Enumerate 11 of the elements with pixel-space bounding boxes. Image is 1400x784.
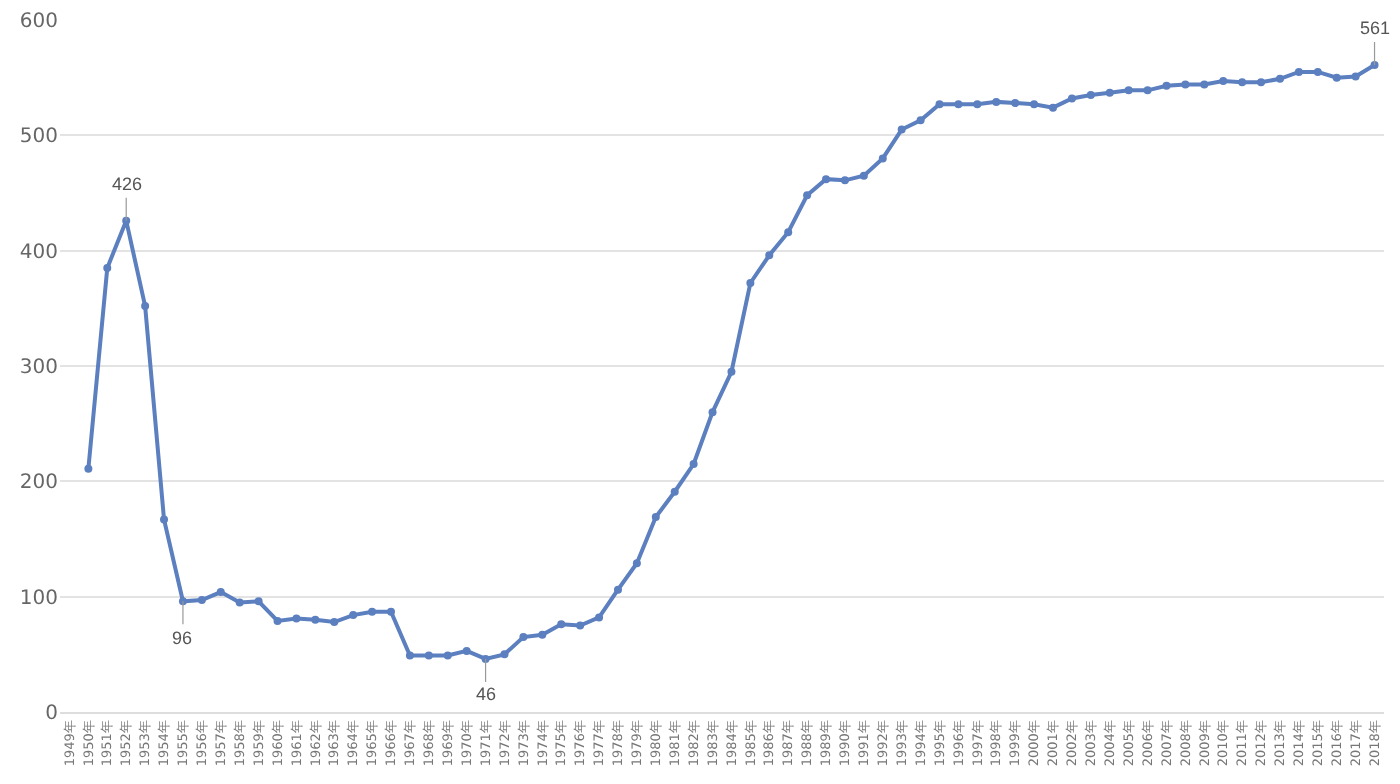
data-label: 46 (476, 684, 497, 704)
y-tick-label: 100 (19, 587, 58, 610)
data-label: 426 (112, 174, 143, 194)
y-tick-label: 0 (45, 703, 58, 725)
data-label: 96 (172, 628, 193, 648)
y-tick-label: 300 (19, 357, 58, 379)
y-tick-label: 500 (19, 126, 58, 149)
y-tick-label: 200 (19, 472, 58, 495)
data-label: 561 (1360, 18, 1391, 38)
y-tick-label: 400 (19, 241, 58, 264)
y-tick-label: 600 (19, 11, 58, 33)
